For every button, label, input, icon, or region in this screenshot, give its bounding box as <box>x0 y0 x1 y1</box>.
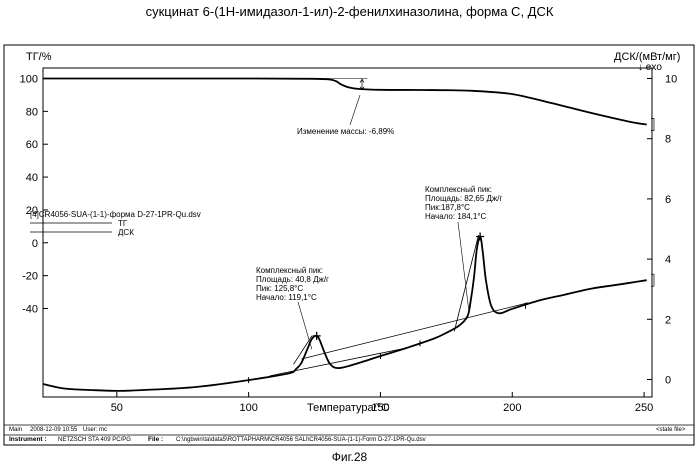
y-right-tick-label: 0 <box>665 375 671 387</box>
dsc-curve <box>42 235 647 392</box>
footer-file-path: C:\ngbwin\ta\data5\ROTTAPHARM\CR4056 SAL… <box>176 437 426 443</box>
exo-marker: ↓ exo <box>638 62 662 73</box>
footer-state-file: <state file> <box>656 427 686 433</box>
peak1-line-2: Площадь: 40,8 Дж/г <box>256 275 329 284</box>
x-tick-label: 200 <box>503 402 521 414</box>
peak2-line-4: Начало: 184,1°C <box>425 212 487 221</box>
chart-title: сукцинат 6-(1Н-имидазол-1-ил)-2-фенилхин… <box>145 4 554 19</box>
y-right-tick-label: 4 <box>665 254 671 266</box>
footer-datetime: 2008-12-09 10:55 <box>30 427 78 433</box>
tg-curve <box>43 77 647 126</box>
peak1-line-3: Пик: 125,8°C <box>256 284 303 293</box>
outer-border <box>3 44 695 446</box>
legend-dsc: ДСК <box>118 228 134 237</box>
tg-end-tag <box>651 118 655 131</box>
footer-instrument: NETZSCH STA 409 PC/PG <box>58 437 131 443</box>
y-right-tick-label: 8 <box>665 134 671 146</box>
legend-file: [4]CR4056-SUA-(1-1)-форма D-27-1PR-Qu.ds… <box>30 210 201 219</box>
peak2-leader <box>457 221 470 311</box>
legend-tg: ТГ <box>118 219 128 228</box>
dsc-end-tag <box>651 273 655 287</box>
peak1-marker <box>312 331 321 340</box>
peak2-line-3: Пик:187,8°C <box>425 203 470 212</box>
peak1-line-4: Начало: 119,1°C <box>256 293 317 302</box>
peak2-line-1: Комплексный пик: <box>425 185 492 194</box>
mass-change-label: Изменение массы: -6,89% <box>297 127 394 136</box>
y-left-tick-label: -20 <box>22 271 38 283</box>
x-axis-label: Температура/°C <box>307 402 389 414</box>
y-axis-left-label: ТГ/% <box>26 51 52 63</box>
y-axis-right-label: ДСК/(мВт/мг) <box>614 51 680 63</box>
footer-instrument-label: Instrument : <box>9 436 47 443</box>
footer-main: Main <box>9 427 22 433</box>
y-left-tick-label: 80 <box>26 106 38 118</box>
y-left-tick-label: -40 <box>22 304 38 316</box>
peak2-line-2: Площадь: 82,65 Дж/г <box>425 194 503 203</box>
y-left-tick-label: 20 <box>26 205 38 217</box>
x-tick-label: 250 <box>635 402 653 414</box>
x-tick-label: 150 <box>371 402 389 414</box>
mass-step-arrows <box>359 78 365 91</box>
peak2-marker <box>476 232 485 241</box>
y-left-tick-label: 60 <box>26 139 38 151</box>
y-right-tick-label: 10 <box>665 74 677 86</box>
peak2-tangent <box>453 234 479 332</box>
figure-label: Фиг.28 <box>331 450 368 464</box>
y-left-tick-label: 0 <box>32 238 38 250</box>
y-left-tick-label: 40 <box>26 172 38 184</box>
dsc-baseline-2 <box>269 347 407 377</box>
plot-frame <box>42 67 653 398</box>
y-right-tick-label: 6 <box>665 194 671 206</box>
peak1-leader <box>297 301 313 350</box>
x-tick-label: 50 <box>111 402 123 414</box>
y-right-tick-label: 2 <box>665 314 671 326</box>
dsc-baseline <box>301 302 529 360</box>
mass-change-leader <box>349 94 361 126</box>
x-tick-label: 100 <box>239 402 257 414</box>
y-left-tick-label: 100 <box>20 74 38 86</box>
peak1-tangent <box>293 335 313 365</box>
footer-user: User: mc <box>83 427 107 433</box>
footer-file-label: File : <box>148 436 163 443</box>
peak1-line-1: Комплексный пик: <box>256 266 323 275</box>
